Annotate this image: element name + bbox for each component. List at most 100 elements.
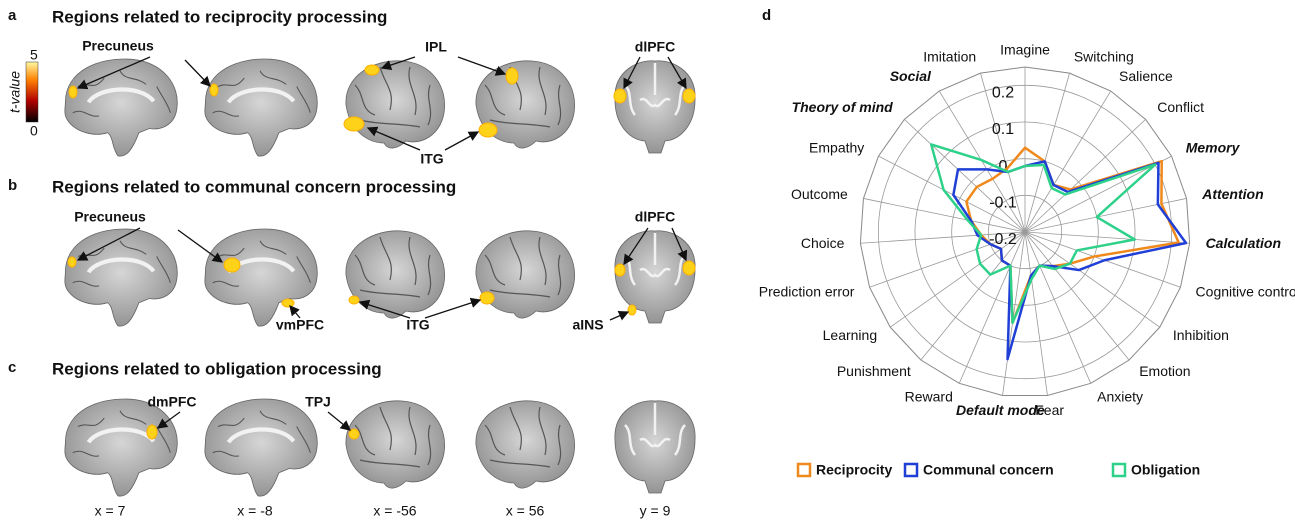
spoke [1024, 155, 1172, 233]
arrow [184, 59, 211, 87]
arrow [623, 56, 641, 90]
brain-row [65, 56, 697, 156]
r-tick-label: -0.2 [989, 231, 1017, 248]
category-label: Imagine [1000, 42, 1050, 58]
activation [479, 291, 495, 305]
spoke [920, 231, 1026, 361]
category-label: Cognitive control [1196, 283, 1295, 299]
category-label: Conflict [1157, 99, 1204, 115]
brain-slice [65, 399, 177, 496]
brain-slice [475, 230, 576, 319]
arrow [623, 227, 649, 266]
grid-ring [914, 121, 1136, 343]
arrow [289, 305, 301, 319]
panel-title: Regions related to communal concern proc… [52, 177, 456, 196]
region-label: ITG [406, 317, 429, 333]
arrow [667, 56, 687, 90]
spoke [1024, 198, 1187, 233]
category-label: Social [890, 68, 932, 84]
arrow [358, 299, 411, 319]
category-label: Outcome [791, 186, 848, 202]
series-line [929, 143, 1157, 325]
arrow [424, 297, 482, 319]
category-label: Emotion [1139, 363, 1190, 379]
activation [682, 260, 696, 276]
legend-label: Communal concern [923, 462, 1054, 478]
legend-swatch [903, 462, 919, 478]
category-label: Prediction error [759, 283, 855, 299]
region-label: Precuneus [74, 209, 146, 225]
grid-ring [951, 158, 1099, 306]
colorbar [25, 61, 39, 123]
activation [146, 424, 158, 440]
legend-swatch [796, 462, 812, 478]
brain-slice [613, 229, 697, 325]
brain-slice [345, 400, 446, 489]
region-label: dmPFC [148, 394, 197, 410]
region-label: aINS [572, 317, 603, 333]
category-label: Salience [1119, 68, 1173, 84]
arrow [156, 411, 181, 429]
arrow [609, 310, 630, 321]
panel-letter: c [8, 359, 16, 376]
region-label: dlPFC [635, 39, 675, 55]
category-label: Memory [1186, 139, 1241, 155]
activation [209, 83, 219, 97]
arrow [177, 229, 224, 263]
activation [223, 257, 241, 273]
slice-label: x = 56 [506, 503, 545, 519]
activation [614, 263, 626, 277]
category-label: Imitation [923, 48, 976, 64]
spoke [1024, 90, 1112, 233]
brain-slice [345, 230, 446, 319]
r-tick-label: 0.1 [992, 121, 1014, 138]
colorbar-label: t-value [7, 71, 23, 113]
arrow [457, 56, 507, 76]
category-label: Calculation [1206, 235, 1281, 251]
spoke [889, 231, 1026, 328]
spoke [1024, 231, 1190, 244]
arrow [671, 227, 688, 262]
region-label: IPL [425, 39, 447, 55]
arrow [444, 131, 480, 151]
panel-letter: a [8, 7, 17, 24]
activation [343, 116, 365, 132]
brain-slice [205, 59, 317, 156]
activation [478, 122, 498, 138]
panel-title: Regions related to obligation processing [52, 359, 382, 378]
activation [281, 298, 295, 308]
brain-slice [65, 59, 177, 156]
activation [613, 88, 627, 104]
colorbar-tick: 0 [30, 123, 38, 139]
region-label: vmPFC [276, 317, 324, 333]
legend-label: Obligation [1131, 462, 1200, 478]
panel-letter: b [8, 177, 17, 194]
arrow [327, 411, 352, 431]
slice-label: x = -56 [373, 503, 416, 519]
brain-slice [613, 399, 697, 495]
spoke [1024, 119, 1146, 233]
category-label: Inhibition [1173, 327, 1229, 343]
activation [627, 304, 637, 316]
category-label: Default mode [956, 402, 1045, 418]
panel-letter: d [762, 7, 771, 24]
brain-row [65, 227, 697, 326]
legend-label: Reciprocity [816, 462, 892, 478]
brain-slice [345, 60, 446, 149]
spoke [878, 155, 1026, 233]
brain-slice [65, 229, 177, 326]
region-label: ITG [420, 151, 443, 167]
activation [505, 67, 519, 85]
spoke [1024, 231, 1130, 361]
activation [348, 428, 360, 440]
spoke [958, 231, 1026, 384]
activation [682, 88, 696, 104]
radar-frame [859, 66, 1191, 396]
spoke [1024, 231, 1161, 328]
category-label: Fear [1035, 402, 1064, 418]
r-tick-label: -0.1 [989, 195, 1017, 212]
legend-swatch [1111, 462, 1127, 478]
slice-label: y = 9 [640, 503, 671, 519]
brain-slice [613, 59, 697, 155]
